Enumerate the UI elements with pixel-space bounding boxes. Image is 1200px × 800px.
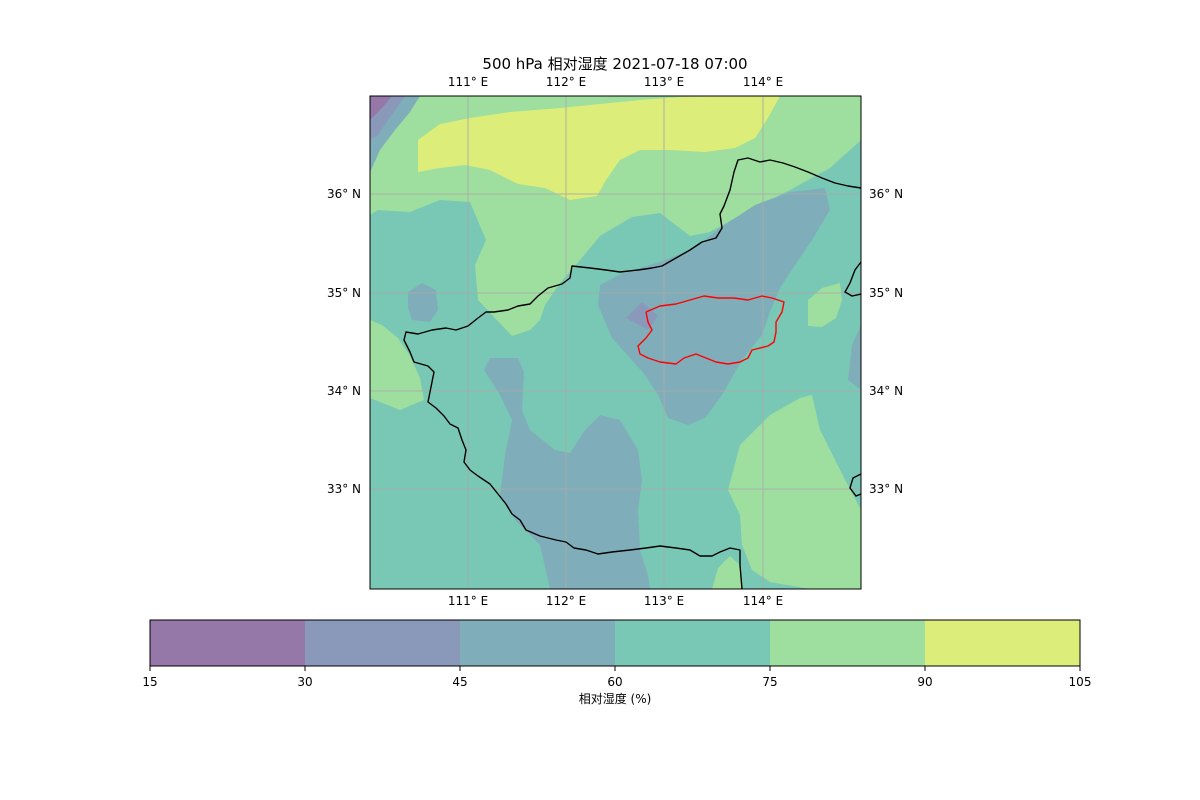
colorbar-tick-label-45: 45 [452,675,467,689]
lon-labels-top: 111° E 112° E 113° E 114° E [448,75,783,89]
lon-label-top-112: 112° E [546,75,586,89]
colorbar-label: 相对湿度 (%) [579,691,652,706]
lat-labels-right: 36° N 35° N 34° N 33° N [869,187,903,496]
contour-45-60-central [598,188,830,425]
map-frame [369,95,862,590]
province-border [403,157,861,589]
colorbar-ticks [149,666,1081,671]
figure-title: 500 hPa 相对湿度 2021-07-18 07:00 [482,55,747,73]
humidity-contours [370,96,861,589]
contour-75-90-southeast [728,395,861,589]
lat-label-right-36: 36° N [869,187,903,201]
lat-label-left-36: 36° N [327,187,361,201]
colorbar-segment-30-45 [305,620,460,666]
colorbar: 15 30 45 60 75 90 105 相对湿度 (%) [142,619,1091,706]
contour-90-105 [418,96,780,200]
contour-30-45-center [626,302,658,330]
colorbar-tick-labels: 15 30 45 60 75 90 105 [142,675,1091,689]
contour-75-90-west [370,320,424,410]
lon-label-bottom-112: 112° E [546,594,586,608]
lat-label-left-33: 33° N [327,482,361,496]
lon-label-bottom-113: 113° E [644,594,684,608]
contour-45-60-south [484,358,650,589]
gridlines [370,96,861,589]
colorbar-tick-label-60: 60 [607,675,622,689]
province-border-east-2 [849,473,861,497]
lat-label-right-33: 33° N [869,482,903,496]
lat-label-left-34: 34° N [327,384,361,398]
lat-labels-left: 36° N 35° N 34° N 33° N [327,187,361,496]
colorbar-tick-label-75: 75 [762,675,777,689]
colorbar-segment-90-105 [925,620,1080,666]
map-panel [370,96,861,589]
colorbar-tick-label-90: 90 [917,675,932,689]
lat-label-right-34: 34° N [869,384,903,398]
lon-label-top-111: 111° E [448,75,488,89]
colorbar-tick-label-30: 30 [297,675,312,689]
colorbar-tick-label-15: 15 [142,675,157,689]
province-border-east-1 [844,261,861,297]
lon-labels-bottom: 111° E 112° E 113° E 114° E [448,594,783,608]
lon-label-top-113: 113° E [644,75,684,89]
colorbar-segments [150,620,1080,666]
lat-label-right-35: 35° N [869,286,903,300]
colorbar-segment-45-60 [460,620,615,666]
lat-label-left-35: 35° N [327,286,361,300]
colorbar-segment-75-90 [770,620,925,666]
colorbar-segment-60-75 [615,620,770,666]
lon-label-top-114: 114° E [743,75,783,89]
contour-15-30-nw [370,96,392,120]
colorbar-tick-label-105: 105 [1069,675,1092,689]
contour-75-90-south-patch [712,556,742,589]
contour-75-90-east-patch [808,283,842,327]
contour-45-60-east-edge [848,325,861,390]
lon-label-bottom-111: 111° E [448,594,488,608]
lon-label-bottom-114: 114° E [743,594,783,608]
colorbar-segment-15-30 [150,620,305,666]
highlight-region-border [637,295,785,365]
